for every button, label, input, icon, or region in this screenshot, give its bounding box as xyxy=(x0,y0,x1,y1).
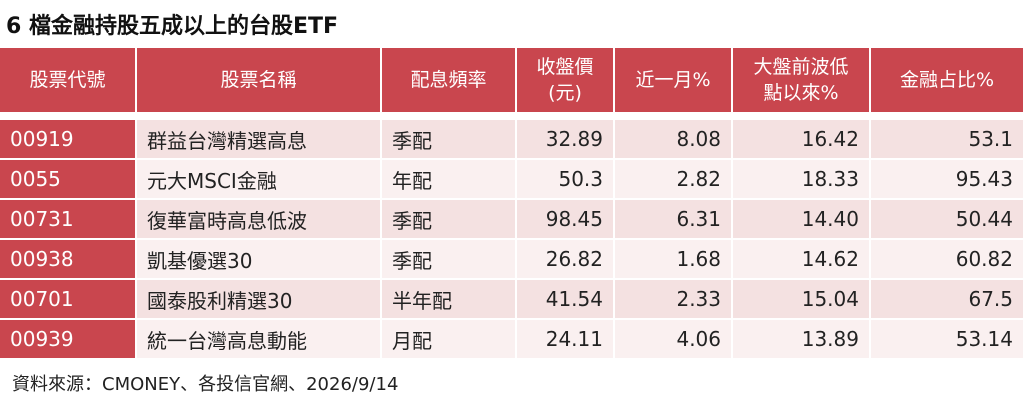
table-cell: 98.45 xyxy=(517,200,613,238)
header-cell: 近一月% xyxy=(615,48,731,112)
code-cell: 00731 xyxy=(0,200,135,238)
table-cell: 53.1 xyxy=(871,120,1023,158)
table-cell: 4.06 xyxy=(615,320,731,358)
source-note: 資料來源：CMONEY、各投信官網、2026/9/14 xyxy=(12,374,399,395)
table-cell: 季配 xyxy=(382,120,515,158)
table-cell: 95.43 xyxy=(871,160,1023,198)
table-cell: 國泰股利精選30 xyxy=(137,280,380,318)
title: 6 檔金融持股五成以上的台股ETF xyxy=(6,14,339,39)
table-cell: 季配 xyxy=(382,200,515,238)
table-cell: 41.54 xyxy=(517,280,613,318)
header-cell: 大盤前波低 點以來% xyxy=(733,48,869,112)
table-cell: 14.40 xyxy=(733,200,869,238)
header-cell: 收盤價 (元) xyxy=(517,48,613,112)
table: 股票代號 股票名稱 配息頻率 收盤價 (元) 近一月% 大盤前波低 點以來% 金融占比% 00… xyxy=(0,48,1023,358)
header-cell: 配息頻率 xyxy=(382,48,515,112)
table-cell: 1.68 xyxy=(615,240,731,278)
table-cell: 53.14 xyxy=(871,320,1023,358)
header-cell: 股票代號 xyxy=(0,48,135,112)
table-cell: 50.44 xyxy=(871,200,1023,238)
table-cell: 2.33 xyxy=(615,280,731,318)
code-cell: 00701 xyxy=(0,280,135,318)
table-cell: 季配 xyxy=(382,240,515,278)
table-cell: 8.08 xyxy=(615,120,731,158)
table-cell: 67.5 xyxy=(871,280,1023,318)
table-cell: 60.82 xyxy=(871,240,1023,278)
table-cell: 年配 xyxy=(382,160,515,198)
code-cell: 00938 xyxy=(0,240,135,278)
table-cell: 50.3 xyxy=(517,160,613,198)
table-cell: 13.89 xyxy=(733,320,869,358)
table-cell: 14.62 xyxy=(733,240,869,278)
table-cell: 6.31 xyxy=(615,200,731,238)
table-cell: 統一台灣高息動能 xyxy=(137,320,380,358)
table-cell: 半年配 xyxy=(382,280,515,318)
table-cell: 16.42 xyxy=(733,120,869,158)
table-cell: 凱基優選30 xyxy=(137,240,380,278)
code-cell: 0055 xyxy=(0,160,135,198)
table-cell: 2.82 xyxy=(615,160,731,198)
table-cell: 18.33 xyxy=(733,160,869,198)
table-cell: 26.82 xyxy=(517,240,613,278)
table-cell: 復華富時高息低波 xyxy=(137,200,380,238)
header-cell: 金融占比% xyxy=(871,48,1023,112)
code-cell: 00939 xyxy=(0,320,135,358)
table-cell: 15.04 xyxy=(733,280,869,318)
header-cell: 股票名稱 xyxy=(137,48,380,112)
table-cell: 群益台灣精選高息 xyxy=(137,120,380,158)
code-cell: 00919 xyxy=(0,120,135,158)
table-cell: 24.11 xyxy=(517,320,613,358)
table-cell: 月配 xyxy=(382,320,515,358)
table-cell: 元大MSCI金融 xyxy=(137,160,380,198)
table-cell: 32.89 xyxy=(517,120,613,158)
